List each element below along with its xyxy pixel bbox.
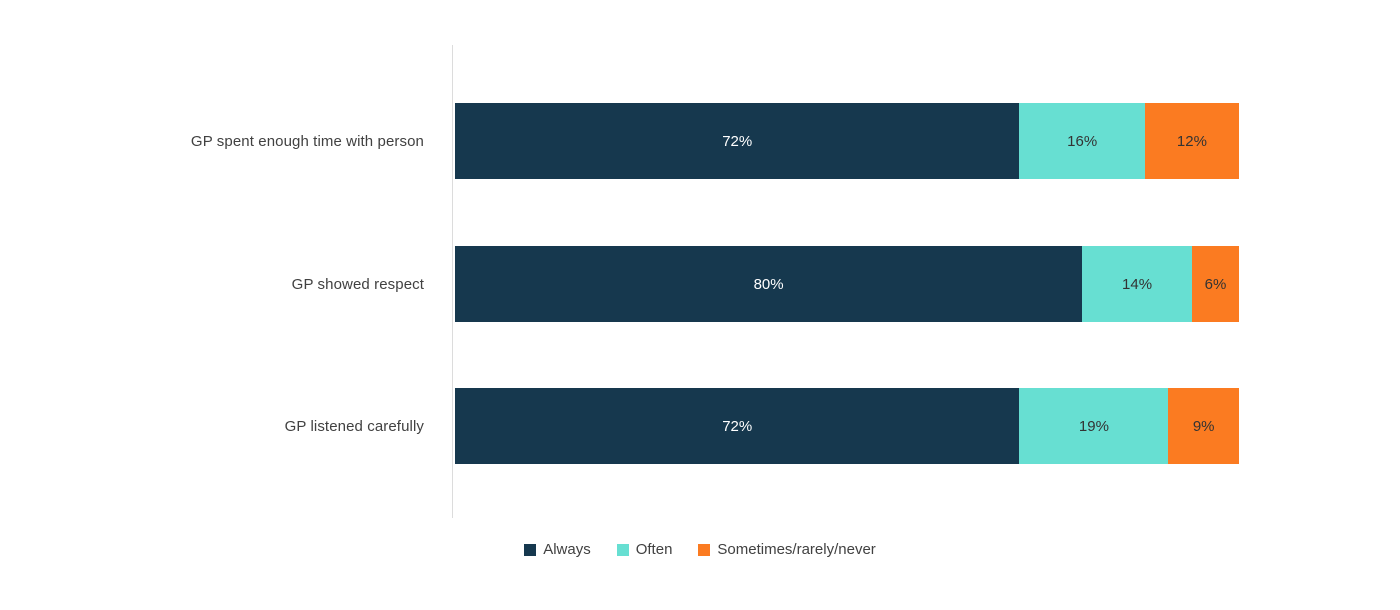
legend-label: Sometimes/rarely/never xyxy=(717,541,876,558)
value-label: 9% xyxy=(1192,417,1215,435)
value-label: 80% xyxy=(753,275,784,293)
y-axis-line xyxy=(452,45,453,518)
legend-swatch-always xyxy=(524,543,537,556)
legend-item-often: Often xyxy=(616,541,673,558)
legend-label: Often xyxy=(635,541,673,558)
bar-row-gp-spent-enough-time-with-person: 72% 16% 12% xyxy=(455,103,1239,179)
bar-segment-always: 72% xyxy=(455,388,1020,464)
category-label-gp-showed-respect: GP showed respect xyxy=(291,275,424,293)
category-label-gp-spent-enough-time-with-person: GP spent enough time with person xyxy=(190,132,424,150)
bar-segment-sometimes-rarely-never: 6% xyxy=(1191,246,1239,322)
legend: Always Often Sometimes/rarely/never xyxy=(0,541,1400,558)
value-label: 14% xyxy=(1122,275,1153,293)
bar-segment-often: 14% xyxy=(1082,246,1192,322)
bar-segment-often: 16% xyxy=(1019,103,1145,179)
legend-swatch-often xyxy=(616,543,629,556)
legend-item-sometimes-rarely-never: Sometimes/rarely/never xyxy=(698,541,876,558)
category-label-gp-listened-carefully: GP listened carefully xyxy=(284,417,424,435)
bar-segment-sometimes-rarely-never: 9% xyxy=(1168,388,1239,464)
bar-segment-always: 72% xyxy=(455,103,1020,179)
bar-segment-often: 19% xyxy=(1019,388,1169,464)
legend-swatch-sometimes-rarely-never xyxy=(698,543,711,556)
value-label: 16% xyxy=(1067,132,1098,150)
bar-segment-sometimes-rarely-never: 12% xyxy=(1144,103,1239,179)
legend-label: Always xyxy=(543,541,591,558)
legend-item-always: Always xyxy=(524,541,591,558)
bar-segment-always: 80% xyxy=(455,246,1083,322)
value-label: 12% xyxy=(1176,132,1207,150)
value-label: 6% xyxy=(1204,275,1227,293)
value-label: 72% xyxy=(722,132,753,150)
value-label: 19% xyxy=(1078,417,1109,435)
value-label: 72% xyxy=(722,417,753,435)
bar-row-gp-listened-carefully: 72% 19% 9% xyxy=(455,388,1239,464)
bar-row-gp-showed-respect: 80% 14% 6% xyxy=(455,246,1239,322)
